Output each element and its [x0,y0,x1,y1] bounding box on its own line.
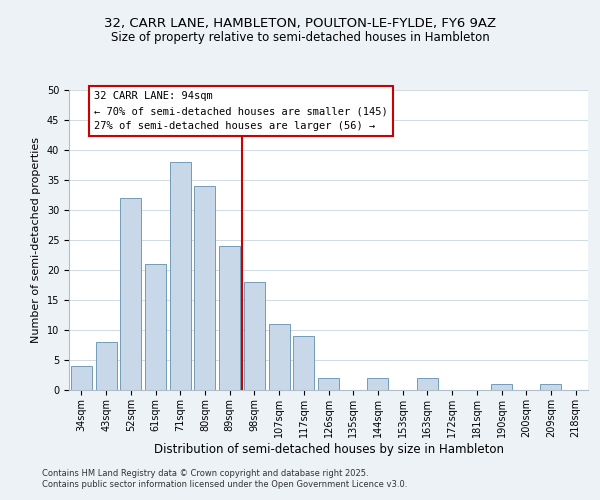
Bar [244,282,265,390]
Bar [145,264,166,390]
Bar [269,324,290,390]
Bar [541,384,562,390]
Bar [219,246,240,390]
Text: 32, CARR LANE, HAMBLETON, POULTON-LE-FYLDE, FY6 9AZ: 32, CARR LANE, HAMBLETON, POULTON-LE-FYL… [104,18,496,30]
Bar [491,384,512,390]
Bar [194,186,215,390]
Bar [417,378,438,390]
Y-axis label: Number of semi-detached properties: Number of semi-detached properties [31,137,41,343]
Bar [120,198,141,390]
Bar [318,378,339,390]
Bar [170,162,191,390]
Text: Contains HM Land Registry data © Crown copyright and database right 2025.: Contains HM Land Registry data © Crown c… [42,468,368,477]
Text: 32 CARR LANE: 94sqm
← 70% of semi-detached houses are smaller (145)
27% of semi-: 32 CARR LANE: 94sqm ← 70% of semi-detach… [94,91,388,131]
Bar [95,342,116,390]
Text: Contains public sector information licensed under the Open Government Licence v3: Contains public sector information licen… [42,480,407,489]
Text: Size of property relative to semi-detached houses in Hambleton: Size of property relative to semi-detach… [110,31,490,44]
Bar [367,378,388,390]
X-axis label: Distribution of semi-detached houses by size in Hambleton: Distribution of semi-detached houses by … [154,442,503,456]
Bar [71,366,92,390]
Bar [293,336,314,390]
